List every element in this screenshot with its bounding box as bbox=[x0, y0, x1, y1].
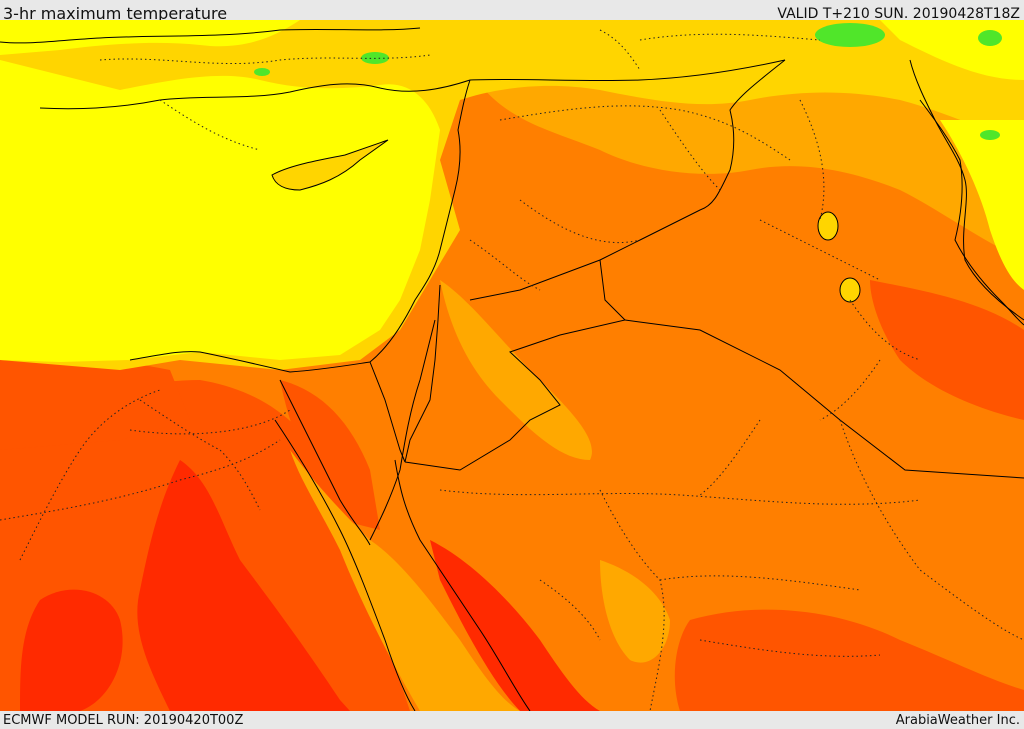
border-iran-iraq bbox=[909, 59, 1024, 321]
hot-core-gulf bbox=[870, 280, 1024, 420]
cool-spot-caucasus bbox=[815, 23, 885, 47]
coastline-levant bbox=[129, 79, 471, 373]
hot-core-south-arabia bbox=[674, 609, 1024, 711]
amber-north bbox=[470, 58, 1024, 260]
coastline-turkey-north bbox=[0, 27, 421, 44]
temperature-map[interactable] bbox=[0, 20, 1024, 711]
lake-razzaza bbox=[839, 277, 861, 303]
hot-core-africa bbox=[137, 460, 350, 711]
cyprus bbox=[271, 139, 389, 191]
yellow-mediterranean bbox=[0, 60, 440, 362]
valid-time-label: VALID T+210 SUN. 20190428T18Z bbox=[777, 6, 1020, 22]
yellow-zagros bbox=[940, 120, 1024, 290]
coastline-turkey-south bbox=[39, 79, 471, 110]
cool-spot-turkey-west bbox=[254, 68, 270, 76]
coastline-gulf-suez bbox=[279, 379, 371, 546]
hot-core-sinai bbox=[280, 380, 380, 530]
border-syria-turkey bbox=[469, 59, 786, 82]
coastline-gulf-aqaba bbox=[369, 319, 436, 541]
credit-label: ArabiaWeather Inc. bbox=[895, 713, 1020, 728]
cool-spot-northeast bbox=[980, 130, 1000, 140]
province-borders bbox=[0, 29, 1024, 711]
coastline-red-sea-east bbox=[394, 459, 531, 711]
amber-central-arabia bbox=[600, 560, 670, 663]
page-title: 3-hr maximum temperature bbox=[3, 4, 228, 23]
hot-core-africa-west bbox=[20, 589, 123, 711]
hot-core-arabia-west bbox=[430, 540, 600, 711]
border-syria-iraq bbox=[469, 59, 786, 301]
lake-tharthar bbox=[817, 211, 839, 241]
border-jordan-saudi bbox=[404, 259, 626, 471]
border-israel-west bbox=[369, 361, 406, 463]
red-sea-amber bbox=[290, 450, 520, 711]
model-run-label: ECMWF MODEL RUN: 20190420T00Z bbox=[3, 713, 244, 728]
coastline-red-sea-west bbox=[274, 419, 416, 711]
yellow-north-strip bbox=[0, 20, 300, 55]
heat-band-mid-left bbox=[0, 358, 190, 450]
border-jordan-river bbox=[404, 284, 441, 463]
amber-jordan bbox=[440, 280, 592, 460]
cool-spot-caspian bbox=[978, 30, 1002, 46]
border-iraq-saudi bbox=[624, 319, 1024, 479]
